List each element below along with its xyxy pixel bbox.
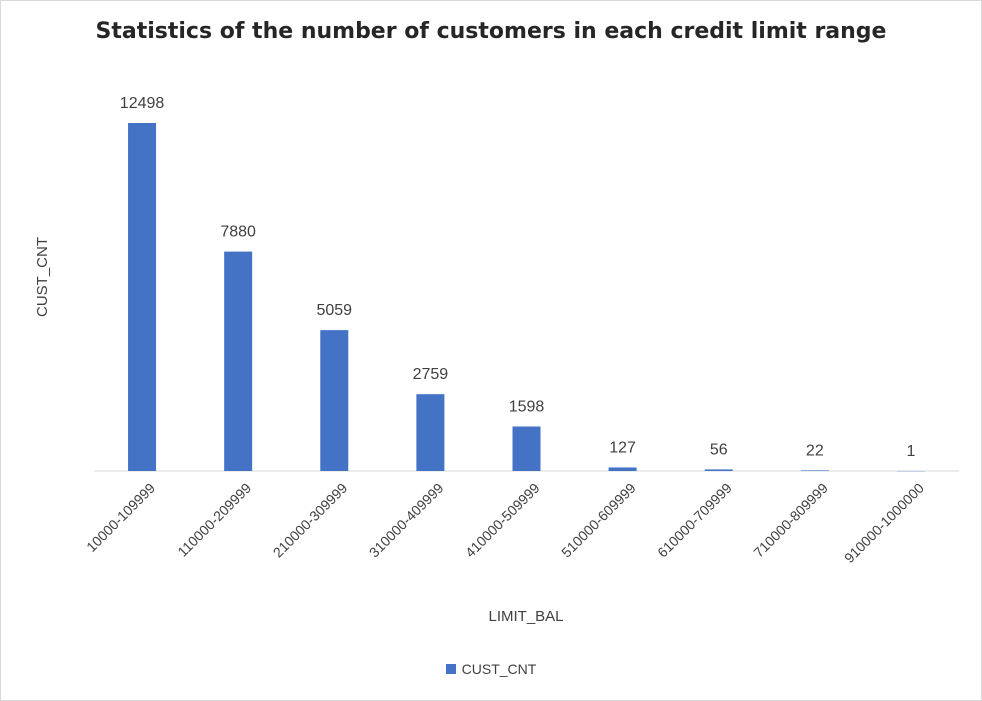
bar-410000-509999	[512, 426, 541, 471]
x-tick-label-610000-709999: 610000-709999	[654, 480, 735, 561]
data-labels-layer: 12498 7880 5059 2759 1598 127 56 22 1	[120, 95, 916, 460]
bar-510000-609999	[608, 467, 637, 471]
data-label-310000-409999: 2759	[413, 366, 449, 383]
legend-label: CUST_CNT	[461, 661, 537, 677]
data-label-110000-209999: 7880	[220, 224, 256, 241]
x-tick-label-10000-109999: 10000-109999	[83, 480, 158, 555]
x-tick-label-910000-1000000: 910000-1000000	[841, 480, 927, 566]
bar-610000-709999	[704, 469, 733, 471]
data-label-510000-609999: 127	[609, 439, 636, 456]
x-axis-label: LIMIT_BAL	[488, 608, 563, 625]
data-label-910000-1000000: 1	[906, 443, 915, 460]
bar-210000-309999	[320, 330, 349, 471]
x-tick-label-110000-209999: 110000-209999	[174, 480, 254, 560]
x-tick-label-410000-509999: 410000-509999	[462, 480, 543, 561]
data-label-10000-109999: 12498	[120, 95, 165, 112]
bar-710000-809999	[800, 470, 829, 471]
chart-title: Statistics of the number of customers in…	[95, 19, 887, 44]
data-label-710000-809999: 22	[806, 442, 824, 459]
data-label-210000-309999: 5059	[316, 302, 352, 319]
data-label-410000-509999: 1598	[509, 399, 545, 416]
x-tick-label-710000-809999: 710000-809999	[750, 480, 831, 561]
bars-layer	[128, 123, 925, 472]
data-label-610000-709999: 56	[710, 441, 728, 458]
x-tick-label-310000-409999: 310000-409999	[366, 480, 447, 561]
x-tick-label-510000-609999: 510000-609999	[558, 480, 639, 561]
bar-110000-209999	[224, 251, 253, 471]
bar-310000-409999	[416, 394, 445, 471]
bar-10000-109999	[128, 123, 157, 471]
y-axis-label: CUST_CNT	[34, 237, 51, 317]
x-tick-label-210000-309999: 210000-309999	[270, 480, 351, 561]
legend: CUST_CNT	[1, 661, 981, 677]
x-tick-labels-layer: 10000-109999 110000-209999 210000-309999 31…	[83, 480, 927, 566]
legend-swatch	[445, 664, 456, 674]
